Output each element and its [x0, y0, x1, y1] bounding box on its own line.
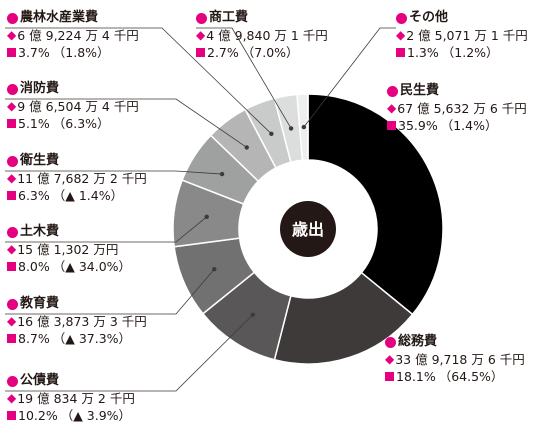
slice-amount: 19 億 834 万 2 千円 — [17, 391, 135, 406]
slice-share: 6.3% — [18, 188, 50, 203]
slice-change: （7.0%） — [241, 45, 299, 60]
square-icon — [7, 119, 16, 128]
slice-change: （1.8%） — [52, 45, 110, 60]
diamond-icon: ◆ — [396, 28, 406, 42]
square-icon — [387, 121, 396, 130]
slice-share: 8.0% — [18, 259, 50, 274]
slice-name: 衛生費 — [20, 153, 60, 168]
diamond-icon: ◆ — [385, 352, 395, 366]
leader-dot-8 — [288, 126, 294, 131]
slice-name: 商工費 — [209, 10, 249, 25]
slice-change: （▲ 34.0%） — [52, 259, 132, 274]
square-icon — [7, 411, 16, 420]
bullet-icon — [196, 12, 207, 24]
leader-line-7 — [5, 27, 272, 135]
slice-amount: 6 億 9,224 万 4 千円 — [17, 28, 139, 43]
slice-share: 35.9% — [398, 118, 438, 133]
slice-amount: 33 億 9,718 万 6 千円 — [395, 352, 525, 367]
slice-change: （1.2%） — [441, 45, 499, 60]
label-commerce: 商工費 ◆ 4 億 9,840 万 1 千円 2.7% （7.0%） — [196, 9, 328, 61]
leader-line-8 — [196, 27, 292, 129]
label-general-affairs: 総務費 ◆ 33 億 9,718 万 6 千円 18.1% （64.5%） — [385, 333, 525, 385]
slice-amount: 9 億 6,504 万 4 千円 — [17, 99, 139, 114]
label-education: 教育費 ◆ 16 億 3,873 万 3 千円 8.7% （▲ 37.3%） — [7, 295, 147, 347]
center-label: 歳出 — [292, 220, 324, 239]
label-health: 衛生費 ◆ 11 億 7,682 万 2 千円 6.3% （▲ 1.4%） — [7, 152, 147, 204]
leader-dot-9 — [301, 124, 307, 130]
bullet-icon — [7, 12, 18, 24]
slice-change: （▲ 1.4%） — [52, 188, 124, 203]
slice-amount: 67 億 5,632 万 6 千円 — [397, 101, 527, 116]
square-icon — [385, 372, 394, 381]
square-icon — [196, 48, 205, 57]
leader-line-4 — [5, 216, 207, 243]
slice-name: 公債費 — [20, 373, 60, 388]
square-icon — [7, 191, 16, 200]
label-debt: 公債費 ◆ 19 億 834 万 2 千円 10.2% （▲ 3.9%） — [7, 372, 135, 424]
diamond-icon: ◆ — [196, 28, 206, 42]
slice-name: 消防費 — [20, 81, 60, 96]
square-icon — [396, 48, 405, 57]
slice-amount: 11 億 7,682 万 2 千円 — [17, 171, 147, 186]
slice-share: 3.7% — [18, 45, 50, 60]
slice-share: 2.7% — [207, 45, 239, 60]
leader-line-3 — [5, 268, 215, 315]
bullet-icon — [7, 298, 18, 310]
diamond-icon: ◆ — [7, 314, 17, 328]
slice-change: （64.5%） — [438, 369, 504, 384]
leader-dot-7 — [269, 131, 274, 137]
leader-dot-5 — [219, 171, 225, 177]
square-icon — [7, 334, 16, 343]
label-civil: 土木費 ◆ 15 億 1,302 万円 8.0% （▲ 34.0%） — [7, 223, 131, 275]
bullet-icon — [396, 12, 407, 24]
square-icon — [7, 48, 16, 57]
bullet-icon — [385, 336, 396, 348]
slice-amount: 2 億 5,071 万 1 千円 — [406, 28, 528, 43]
slice-share: 5.1% — [18, 116, 50, 131]
leader-dot-3 — [212, 267, 217, 272]
bullet-icon — [7, 375, 18, 387]
label-other: その他 ◆ 2 億 5,071 万 1 千円 1.3% （1.2%） — [396, 9, 528, 61]
diamond-icon: ◆ — [7, 99, 17, 113]
center-badge — [280, 201, 336, 257]
slice-change: （▲ 3.9%） — [60, 408, 132, 423]
slice-change: （1.4%） — [440, 118, 498, 133]
slice-name: 教育費 — [20, 296, 60, 311]
leader-line-6 — [5, 98, 247, 148]
slice-name: 民生費 — [400, 83, 440, 98]
diamond-icon: ◆ — [7, 242, 17, 256]
label-fire: 消防費 ◆ 9 億 6,504 万 4 千円 5.1% （6.3%） — [7, 80, 139, 132]
leader-line-9 — [303, 27, 396, 128]
slice-change: （6.3%） — [52, 116, 110, 131]
leader-dot-6 — [244, 145, 249, 150]
slice-name: 土木費 — [20, 224, 60, 239]
slice-amount: 16 億 3,873 万 3 千円 — [17, 314, 147, 329]
diamond-icon: ◆ — [387, 101, 397, 115]
leader-dot-2 — [250, 312, 256, 317]
slice-change: （▲ 37.3%） — [52, 331, 132, 346]
leader-line-2 — [5, 314, 254, 392]
slice-share: 1.3% — [407, 45, 439, 60]
bullet-icon — [7, 155, 18, 167]
label-agriculture: 農林水産業費 ◆ 6 億 9,224 万 4 千円 3.7% （1.8%） — [7, 9, 139, 61]
diamond-icon: ◆ — [7, 28, 17, 42]
slice-share: 18.1% — [396, 369, 436, 384]
slice-name: その他 — [409, 10, 449, 25]
diamond-icon: ◆ — [7, 171, 17, 185]
label-welfare: 民生費 ◆ 67 億 5,632 万 6 千円 35.9% （1.4%） — [387, 82, 527, 134]
slice-share: 8.7% — [18, 331, 50, 346]
square-icon — [7, 262, 16, 271]
slice-name: 総務費 — [398, 334, 438, 349]
leader-dot-4 — [204, 214, 209, 220]
bullet-icon — [387, 85, 398, 97]
slice-share: 10.2% — [18, 408, 58, 423]
bullet-icon — [7, 226, 18, 238]
leader-line-5 — [5, 170, 223, 175]
diamond-icon: ◆ — [7, 391, 17, 405]
slice-name: 農林水産業費 — [20, 10, 99, 25]
slice-amount: 15 億 1,302 万円 — [17, 242, 119, 257]
bullet-icon — [7, 83, 18, 95]
slice-amount: 4 億 9,840 万 1 千円 — [206, 28, 328, 43]
